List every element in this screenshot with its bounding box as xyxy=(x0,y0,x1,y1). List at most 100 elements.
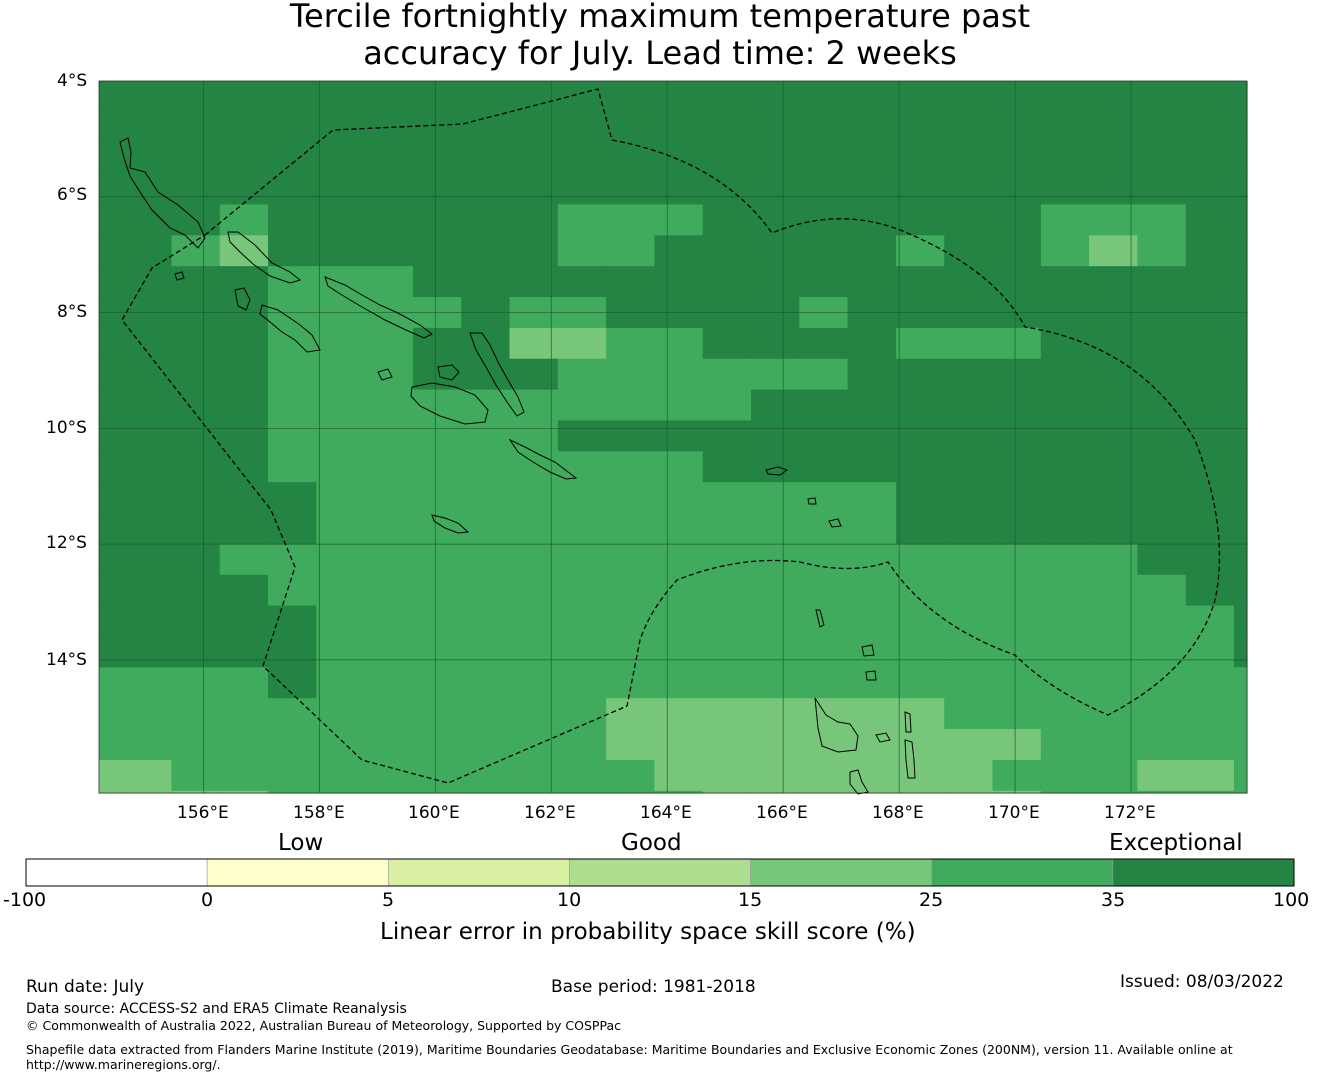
skill-cell xyxy=(412,667,462,699)
skill-cell xyxy=(1040,729,1090,761)
skill-cell xyxy=(654,266,704,298)
skill-cell xyxy=(895,235,945,267)
skill-cell xyxy=(654,420,704,452)
skill-cell xyxy=(219,482,269,514)
guadalcanal-island xyxy=(410,382,489,425)
skill-cell xyxy=(509,173,559,206)
skill-cell xyxy=(702,574,752,607)
skill-cell xyxy=(895,420,945,452)
skill-cell xyxy=(944,482,994,514)
skill-cell xyxy=(219,729,269,761)
skill-cell xyxy=(751,605,800,638)
skill-cell xyxy=(461,574,511,607)
skill-cell xyxy=(364,111,414,144)
skill-cell xyxy=(606,266,656,298)
skill-cell xyxy=(606,636,656,668)
skill-cell xyxy=(557,204,607,236)
skill-cell xyxy=(268,729,317,761)
skill-cell xyxy=(1233,358,1248,391)
skill-cell xyxy=(1137,482,1187,514)
skill-cell xyxy=(1040,759,1090,792)
skill-cell xyxy=(702,173,752,206)
skill-cell xyxy=(702,667,752,699)
skill-cell xyxy=(1040,636,1090,668)
skill-cell xyxy=(847,513,897,545)
skill-cell xyxy=(268,389,317,422)
skill-cell xyxy=(219,204,269,236)
skill-cell xyxy=(1137,513,1187,545)
skill-cell xyxy=(847,636,897,668)
skill-cell xyxy=(557,173,607,206)
chart-title-line-2: accuracy for July. Lead time: 2 weeks xyxy=(363,34,957,72)
skill-cell xyxy=(799,574,849,607)
skill-cell xyxy=(847,451,897,483)
skill-cell xyxy=(364,327,414,360)
skill-cell xyxy=(992,698,1042,730)
skill-cell xyxy=(171,759,221,792)
skill-cell xyxy=(847,266,897,298)
vanikoro-island xyxy=(828,518,842,528)
skill-cell xyxy=(1089,698,1138,730)
maewo-island xyxy=(904,711,912,733)
skill-cell xyxy=(895,605,945,638)
skill-cell xyxy=(1040,235,1090,267)
skill-cell xyxy=(606,790,656,794)
skill-cell xyxy=(316,667,366,699)
skill-cell xyxy=(123,173,173,206)
skill-cell xyxy=(1233,790,1248,794)
skill-cell xyxy=(171,420,221,452)
skill-cell xyxy=(606,420,656,452)
skill-cell xyxy=(1089,266,1138,298)
skill-cell xyxy=(944,266,994,298)
skill-cell xyxy=(702,204,752,236)
skill-cell xyxy=(1185,420,1235,452)
skill-cell xyxy=(461,759,511,792)
skill-cell xyxy=(944,698,994,730)
skill-cell xyxy=(99,235,124,267)
florida-islands xyxy=(437,364,460,381)
skill-cell xyxy=(509,111,559,144)
skill-cell xyxy=(702,327,752,360)
skill-cell xyxy=(461,698,511,730)
skill-cell xyxy=(268,759,317,792)
skill-cell xyxy=(1089,142,1138,175)
skill-cell xyxy=(316,204,366,236)
skill-cell xyxy=(1137,605,1187,638)
skill-cell xyxy=(1233,482,1248,514)
skill-cell xyxy=(412,729,462,761)
skill-cell xyxy=(1233,389,1248,422)
colorbar-title: Linear error in probability space skill … xyxy=(380,919,916,945)
skill-cell xyxy=(412,173,462,206)
skill-cell xyxy=(1185,358,1235,391)
skill-cell xyxy=(557,389,607,422)
eez-boundary xyxy=(121,88,1221,784)
skill-cell xyxy=(171,266,221,298)
skill-cell xyxy=(509,729,559,761)
skill-cell xyxy=(171,389,221,422)
skill-cell xyxy=(944,358,994,391)
skill-cell xyxy=(461,790,511,794)
colorbar-tick: 0 xyxy=(201,889,214,911)
skill-cell xyxy=(847,482,897,514)
skill-cell xyxy=(606,759,656,792)
skill-cell xyxy=(944,543,994,576)
skill-cell xyxy=(509,266,559,298)
skill-cell xyxy=(123,142,173,175)
skill-cell xyxy=(364,482,414,514)
skill-cell xyxy=(364,358,414,391)
skill-cell xyxy=(412,636,462,668)
skill-cell xyxy=(751,667,800,699)
skill-cell xyxy=(268,543,317,576)
skill-cell xyxy=(654,698,704,730)
skill-cell xyxy=(1185,451,1235,483)
skill-cell xyxy=(412,790,462,794)
skill-cell xyxy=(654,543,704,576)
skill-cell xyxy=(992,729,1042,761)
skill-cell xyxy=(606,574,656,607)
skill-cell xyxy=(654,667,704,699)
skill-cell xyxy=(412,81,462,113)
skill-cell xyxy=(219,111,269,144)
skill-cell xyxy=(268,482,317,514)
skill-cell xyxy=(557,574,607,607)
skill-cell xyxy=(171,111,221,144)
